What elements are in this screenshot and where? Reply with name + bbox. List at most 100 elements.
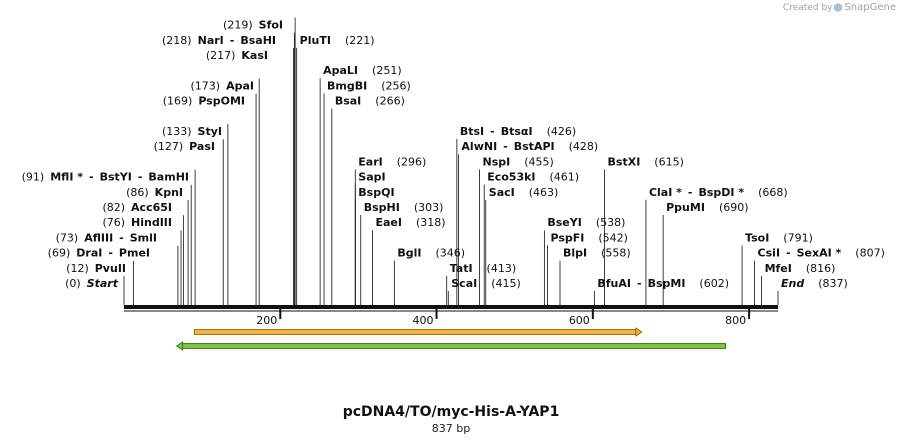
site-pspfi[interactable]: PspFI (542): [550, 231, 628, 244]
enzyme-name: PasI: [189, 140, 215, 153]
site-position: (538): [596, 216, 626, 229]
site-position: (82): [102, 201, 125, 214]
site-afliiismli[interactable]: (73) AflIII - SmlI: [56, 231, 157, 244]
site-claibspdi[interactable]: ClaI * - BspDI * (668): [649, 186, 788, 199]
site-bstxi[interactable]: BstXI (615): [608, 155, 684, 168]
orange-feature-arrow[interactable]: [193, 327, 643, 337]
enzyme-name: BglI: [397, 247, 421, 260]
site-draipmei[interactable]: (69) DraI - PmeI: [48, 247, 150, 260]
site-position: (791): [783, 231, 813, 244]
site-eaei[interactable]: EaeI (318): [375, 216, 445, 229]
site-position: (615): [654, 155, 684, 168]
construct-length: 837 bp: [431, 422, 471, 435]
site-position: (218): [162, 34, 192, 47]
enzyme-name: BtsI: [460, 125, 484, 138]
enzyme-name: NarI: [198, 34, 224, 47]
enzyme-name: EaeI: [375, 216, 402, 229]
site-apali[interactable]: ApaLI (251): [323, 64, 402, 77]
site-bspqi[interactable]: BspQI: [358, 186, 394, 199]
enzyme-name: AlwNI: [461, 140, 497, 153]
enzyme-name: KpnI: [155, 186, 183, 199]
site-csiisexai[interactable]: CsiI - SexAI * (807): [758, 247, 885, 260]
enzyme-name: MfeI: [765, 262, 792, 275]
enzyme-name: TatI: [450, 262, 473, 275]
enzyme-name: BstAPI: [514, 140, 555, 153]
site-btsibtsi[interactable]: BtsI - BtsαI (426): [460, 125, 576, 138]
enzyme-name: -: [138, 171, 143, 184]
credit-brand: SnapGene: [844, 2, 896, 13]
site-position: (91): [22, 171, 45, 184]
backbone-bar: [124, 305, 778, 309]
site-position: (463): [529, 186, 559, 199]
site-saci[interactable]: SacI (463): [489, 186, 559, 199]
site-position: (426): [547, 125, 577, 138]
site-blpi[interactable]: BlpI (558): [563, 247, 631, 260]
name-separator: -: [688, 186, 693, 199]
site-bsphi[interactable]: BspHI (303): [364, 201, 444, 214]
enzyme-name: NspI: [483, 155, 511, 168]
site-naribsahi[interactable]: (218) NarI - BsaHI: [162, 34, 276, 47]
site-eco53ki[interactable]: Eco53kI (461): [487, 171, 579, 184]
green-feature-arrow[interactable]: [175, 341, 727, 351]
site-ppumi[interactable]: PpuMI (690): [666, 201, 748, 214]
site-bsai[interactable]: BsaI (266): [335, 95, 405, 108]
site-pvuii[interactable]: (12) PvuII: [66, 262, 126, 275]
site-position: (86): [126, 186, 149, 199]
site-start[interactable]: (0) Start: [65, 277, 119, 290]
credit-prefix: Created by: [782, 2, 833, 13]
site-hindiii[interactable]: (76) HindIII: [102, 216, 172, 229]
site-position: (428): [569, 140, 599, 153]
site-pluti[interactable]: PluTI (221): [300, 34, 375, 47]
enzyme-name: StyI: [198, 125, 222, 138]
site-bfuaibspmi[interactable]: BfuAI - BspMI (602): [597, 277, 729, 290]
site-nspi[interactable]: NspI (455): [483, 155, 554, 168]
site-kpni[interactable]: (86) KpnI: [126, 186, 183, 199]
site-sfoi[interactable]: (219) SfoI: [223, 19, 283, 32]
site-sapi[interactable]: SapI: [358, 171, 385, 184]
enzyme-name: AflIII: [84, 231, 113, 244]
site-mfei[interactable]: MfeI (816): [765, 262, 836, 275]
site-tati[interactable]: TatI (413): [450, 262, 516, 275]
enzyme-name: HindIII: [131, 216, 172, 229]
site-position: (558): [601, 247, 631, 260]
site-eari[interactable]: EarI (296): [358, 155, 426, 168]
enzyme-name: SmlI: [130, 231, 157, 244]
construct-title: pcDNA4/TO/myc-His-A-YAP1: [342, 404, 560, 420]
enzyme-name: BamHI: [148, 171, 189, 184]
name-separator: -: [490, 125, 495, 138]
enzyme-name: End: [781, 277, 804, 290]
site-mflibstyibamhi[interactable]: (91) MflI * - BstYI - BamHI: [22, 171, 189, 184]
site-position: (12): [66, 262, 89, 275]
site-kasi[interactable]: (217) KasI: [206, 49, 268, 62]
site-position: (256): [381, 79, 411, 92]
enzyme-name: BmgBI: [327, 79, 367, 92]
site-position: (0): [65, 277, 81, 290]
site-bgli[interactable]: BglI (346): [397, 247, 465, 260]
site-position: (602): [699, 277, 729, 290]
site-position: (221): [345, 34, 375, 47]
site-pasi[interactable]: (127) PasI: [154, 140, 215, 153]
site-position: (668): [758, 186, 788, 199]
site-position: (346): [435, 247, 465, 260]
site-tsoi[interactable]: TsoI (791): [745, 231, 813, 244]
enzyme-name: ApaLI: [323, 64, 358, 77]
site-apai[interactable]: (173) ApaI: [191, 79, 255, 92]
site-position: (816): [806, 262, 836, 275]
site-bseyi[interactable]: BseYI (538): [547, 216, 625, 229]
site-styi[interactable]: (133) StyI: [162, 125, 222, 138]
enzyme-name: SapI: [358, 171, 385, 184]
site-pspomi[interactable]: (169) PspOMI: [163, 95, 245, 108]
site-acc65i[interactable]: (82) Acc65I: [102, 201, 172, 214]
enzyme-name: KasI: [241, 49, 268, 62]
site-position: (76): [102, 216, 125, 229]
site-position: (219): [223, 19, 253, 32]
enzyme-name: PspOMI: [198, 95, 245, 108]
site-end[interactable]: End (837): [781, 277, 848, 290]
site-scai[interactable]: ScaI (415): [451, 277, 521, 290]
enzyme-name: MflI *: [50, 171, 83, 184]
site-bmgbi[interactable]: BmgBI (256): [327, 79, 411, 92]
site-alwnibstapi[interactable]: AlwNI - BstAPI (428): [461, 140, 598, 153]
enzyme-name: PluTI: [300, 34, 331, 47]
enzyme-name: BsaHI: [240, 34, 276, 47]
